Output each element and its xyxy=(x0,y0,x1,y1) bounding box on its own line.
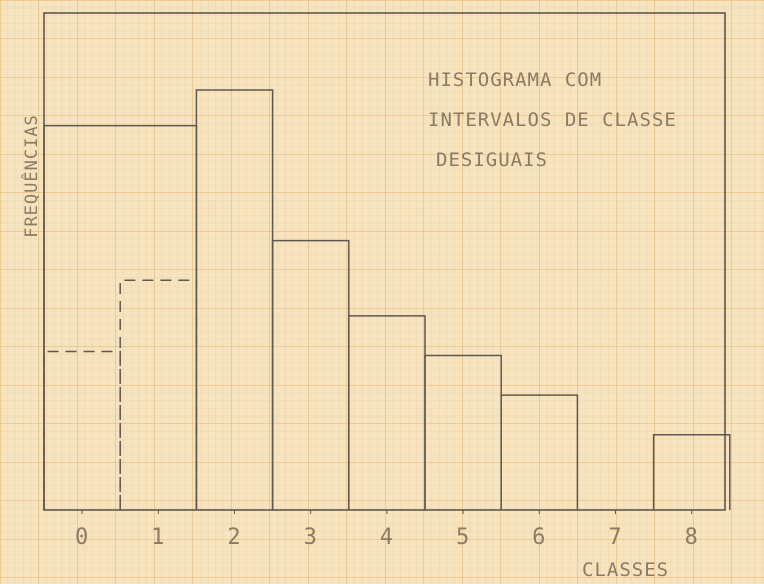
x-tick-label-8: 8 xyxy=(685,525,699,550)
x-tick-label-4: 4 xyxy=(380,525,394,550)
x-tick-label-3: 3 xyxy=(304,525,318,550)
x-tick-label-7: 7 xyxy=(608,525,622,550)
x-axis-label: CLASSES xyxy=(582,559,669,581)
chart-title-line-3: DESIGUAIS xyxy=(436,149,548,171)
bar-8 xyxy=(652,433,731,510)
y-axis-label: FREQUÊNCIAS xyxy=(20,114,42,238)
bar-7 xyxy=(500,394,579,510)
chart-title-line-1: HISTOGRAMA COM xyxy=(428,69,602,91)
x-tick-label-5: 5 xyxy=(456,525,470,550)
x-tick-labels: 0 1 2 3 4 5 6 7 8 xyxy=(75,510,699,550)
x-tick-label-1: 1 xyxy=(151,525,165,550)
x-tick-label-0: 0 xyxy=(75,525,89,550)
x-tick-label-2: 2 xyxy=(227,525,241,550)
chart-title-line-2: INTERVALOS DE CLASSE xyxy=(428,109,677,131)
plot-frame xyxy=(43,12,726,511)
x-tick-label-6: 6 xyxy=(532,525,546,550)
